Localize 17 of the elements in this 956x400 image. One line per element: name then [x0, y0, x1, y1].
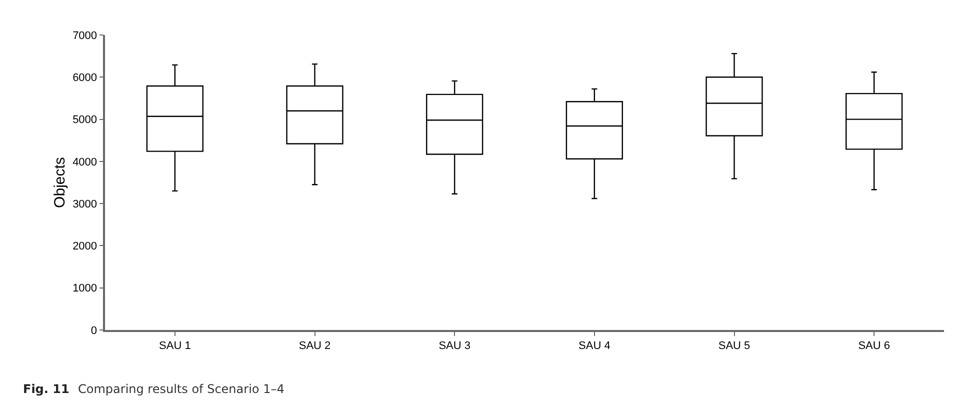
x-tick-label: SAU 1	[159, 340, 191, 352]
y-axis-title: Objects	[51, 157, 68, 208]
caption: Fig. 11	[23, 382, 70, 396]
y-tick-label: 3000	[72, 198, 98, 210]
x-tick-label: SAU 5	[718, 340, 750, 352]
text: Comparing results of Scenario 1–4	[78, 382, 284, 396]
x-tick-label: SAU 3	[438, 340, 470, 352]
y-tick-label: 0	[90, 324, 98, 337]
y-tick-label: 1000	[72, 282, 98, 295]
x-tick-label: SAU 6	[858, 340, 890, 352]
y-tick-label: 7000	[72, 30, 98, 42]
y-tick-label: 6000	[72, 72, 98, 84]
y-tick-label: 2000	[72, 240, 98, 253]
y-tick-label: 5000	[72, 114, 98, 126]
y-tick-label: 4000	[72, 156, 98, 168]
x-tick-label: SAU 4	[578, 340, 610, 352]
x-tick-label: SAU 2	[298, 340, 331, 352]
